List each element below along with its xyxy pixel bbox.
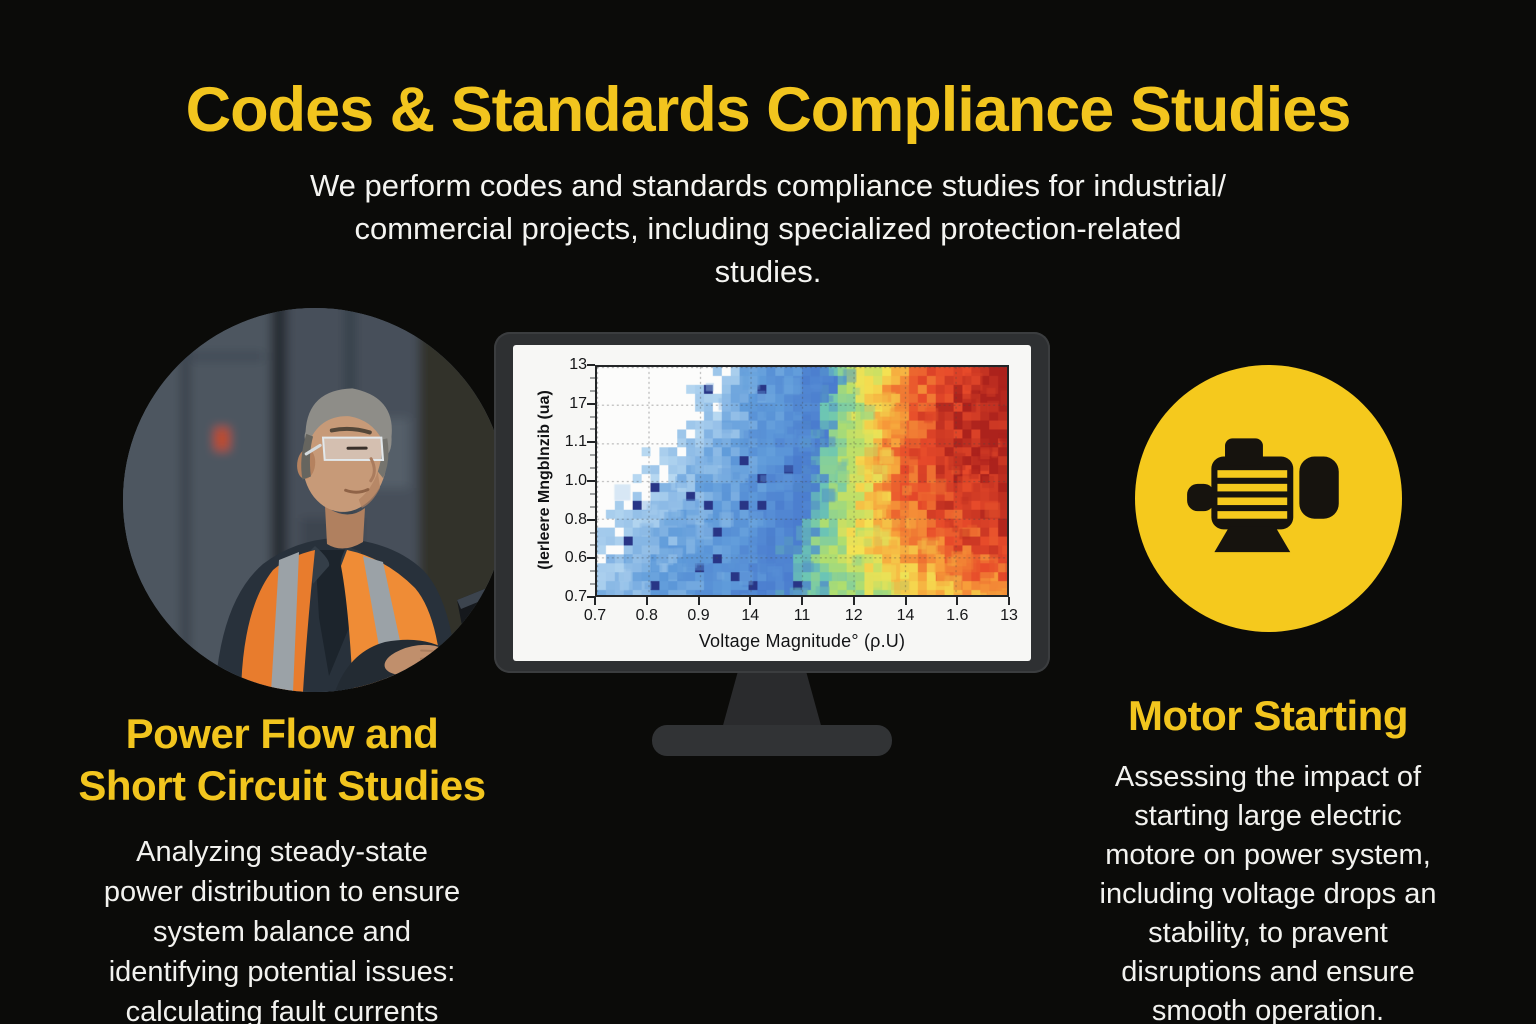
y-minor-tick-mark — [590, 544, 595, 546]
y-tick-mark — [587, 364, 595, 366]
y-tick-label: 0.6 — [564, 549, 587, 567]
x-tick-mark — [801, 597, 803, 605]
heatmap-canvas — [597, 367, 1007, 595]
y-minor-tick-mark — [590, 454, 595, 456]
engineer-figure — [215, 388, 469, 692]
monitor-screen: (Ierleere Mngblnzib (ua) 13 17 1.1 1.0 0.8 0.… — [513, 345, 1031, 661]
section-power-flow: Power Flow and Short Circuit Studies Anal… — [28, 708, 536, 1024]
y-tick-mark — [587, 596, 595, 598]
y-tick-label: 1.1 — [564, 433, 587, 451]
y-tick-mark — [587, 557, 595, 560]
monitor-stand-base — [652, 725, 892, 756]
monitor-stand-neck — [722, 671, 822, 729]
x-axis-title: Voltage Magnitude° (ρ.U) — [698, 631, 906, 651]
monitor: (Ierleere Mngblnzib (ua) 13 17 1.1 1.0 0.8 0.… — [494, 332, 1050, 673]
y-minor-tick-mark — [590, 506, 595, 508]
engineer-head — [297, 388, 392, 512]
motor-badge — [1135, 365, 1402, 632]
y-minor-tick-mark — [590, 570, 595, 572]
y-tick-label: 17 — [569, 394, 587, 412]
y-minor-tick-mark — [590, 467, 595, 469]
y-minor-tick-mark — [590, 532, 595, 534]
x-tick-label: 1.6 — [946, 607, 969, 624]
x-tick-mark — [956, 597, 959, 605]
y-tick-mark — [587, 441, 595, 444]
y-tick-mark — [587, 402, 595, 405]
y-minor-tick-mark — [590, 493, 595, 495]
y-tick-label: 1.0 — [564, 472, 587, 489]
x-tick-label: 0.8 — [635, 607, 658, 624]
y-minor-tick-mark — [590, 377, 595, 379]
x-tick-mark — [594, 597, 596, 605]
engineer-photo — [123, 308, 507, 692]
x-tick-mark — [852, 597, 855, 605]
x-tick-mark — [749, 597, 752, 605]
x-tick-mark — [697, 597, 700, 605]
x-tick-mark — [645, 597, 648, 605]
x-tick-label: 14 — [741, 607, 760, 624]
y-axis-ticks: 13 17 1.1 1.0 0.8 0.6 0.7 — [537, 345, 587, 661]
power-flow-body: Analyzing steady-state power distribution… — [103, 836, 461, 1024]
y-tick-label: 13 — [569, 356, 587, 373]
y-tick-mark — [587, 480, 595, 482]
voltage-heatmap-chart: (Ierleere Mngblnzib (ua) 13 17 1.1 1.0 0.8 0.… — [513, 345, 1031, 661]
x-tick-mark — [904, 597, 907, 605]
x-tick-mark — [1008, 597, 1010, 605]
engineer-photo-illustration — [123, 308, 507, 692]
y-tick-mark — [587, 518, 595, 521]
page-title: Codes & Standards Compliance Studies — [185, 75, 1352, 145]
motor-starting-heading: Motor Starting — [1128, 692, 1408, 739]
electric-motor-icon — [1186, 437, 1339, 552]
y-minor-tick-mark — [590, 428, 595, 430]
y-minor-tick-mark — [590, 390, 595, 392]
y-tick-label: 0.8 — [564, 510, 587, 528]
x-tick-label: 0.7 — [583, 607, 607, 624]
x-tick-label: 12 — [844, 607, 863, 624]
plot-area — [595, 365, 1009, 597]
x-tick-label: 11 — [793, 607, 811, 624]
x-tick-label: 0.9 — [687, 607, 710, 624]
motor-starting-body: Assessing the impact of starting large el… — [1099, 761, 1437, 1024]
y-minor-tick-mark — [590, 416, 595, 418]
page-subtitle: We perform codes and standards complianc… — [309, 168, 1227, 289]
y-minor-tick-mark — [590, 583, 595, 585]
section-motor-starting: Motor Starting Assessing the impact of st… — [1034, 690, 1502, 1024]
x-tick-label: 14 — [896, 607, 915, 624]
y-tick-label: 0.7 — [564, 588, 587, 605]
x-tick-label: 13 — [1000, 607, 1018, 624]
power-flow-heading: Power Flow and Short Circuit Studies — [78, 710, 486, 809]
